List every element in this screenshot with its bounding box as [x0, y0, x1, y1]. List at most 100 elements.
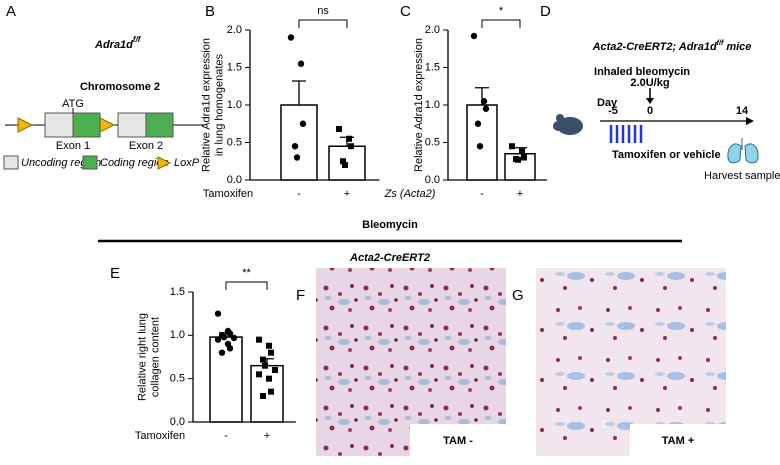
legend-swatch: [157, 156, 172, 170]
title-part: Acta2-CreERT2; Adra1d: [592, 41, 717, 53]
mouse-icon: [553, 114, 583, 135]
genotype: f/f: [133, 35, 142, 44]
panel-letter: E: [110, 265, 120, 282]
data-point: [218, 349, 226, 356]
data-point: [299, 120, 307, 127]
data-point: [260, 356, 266, 363]
coding-region: [72, 112, 101, 138]
section-title: Bleomycin: [362, 219, 418, 231]
x-axis-label: Tamoxifen: [135, 430, 185, 442]
y-axis-label: Relative right lung: [136, 313, 148, 401]
title-sup: f/f: [717, 40, 724, 47]
y-axis-label: in lung homogenates: [213, 53, 225, 156]
significance: *: [499, 5, 504, 17]
data-point: [340, 158, 346, 165]
significance-bracket: [298, 19, 348, 28]
y-axis-label: Relative Adra1d expression: [200, 38, 212, 172]
panel-letter: B: [205, 3, 215, 20]
bar: [280, 104, 318, 181]
data-point: [268, 349, 274, 356]
timeline-title: Acta2-CreERT2; Adra1df/f mice: [592, 40, 752, 53]
image-label: TAM +: [662, 435, 695, 447]
y-tick-label: 0.0: [170, 416, 185, 428]
y-tick-label: 0.5: [170, 373, 185, 385]
legend-swatch: [82, 155, 98, 170]
data-point: [220, 333, 228, 341]
treatment: Inhaled bleomycin: [594, 66, 690, 78]
day-tick: 0: [647, 105, 653, 117]
day-label: Day: [597, 97, 618, 109]
significance-bracket: [225, 281, 268, 290]
data-point: [476, 143, 484, 150]
data-point: [214, 336, 222, 343]
data-point: [482, 105, 490, 112]
data-point: [266, 375, 272, 382]
data-point: [519, 148, 525, 155]
data-point: [474, 120, 482, 127]
panel-letter: F: [296, 287, 305, 304]
y-tick-label: 2.0: [227, 24, 242, 36]
y-tick-label: 2.0: [425, 24, 440, 36]
tamoxifen-label: Tamoxifen or vehicle: [612, 149, 721, 161]
x-tick-label: -: [224, 430, 228, 442]
y-axis-label: collagen content: [149, 317, 161, 397]
panel-letter: G: [512, 287, 524, 304]
y-tick-label: 0.5: [227, 136, 242, 148]
data-point: [268, 388, 274, 395]
data-point: [336, 126, 342, 132]
loxp: [99, 117, 116, 133]
loxp: [17, 117, 34, 133]
data-point: [272, 367, 278, 373]
legend-label: Uncoding region: [21, 157, 101, 169]
legend-swatch: [3, 155, 19, 170]
gene-name: Adra1d: [94, 39, 133, 51]
arrow-head: [746, 117, 754, 125]
start-codon: ATG: [62, 98, 84, 110]
data-point: [256, 336, 262, 343]
data-point: [470, 32, 478, 40]
data-point: [346, 135, 352, 142]
image-label: TAM -: [443, 435, 473, 447]
data-point: [226, 345, 234, 352]
x-tick-label: -: [297, 188, 301, 200]
data-point: [256, 371, 262, 378]
legend-label: Coding region: [100, 157, 169, 169]
data-point: [509, 143, 515, 150]
y-tick-label: 0.0: [425, 174, 440, 186]
data-point: [348, 143, 354, 150]
uncoding-region: [117, 112, 147, 138]
x-axis-label: Tamoxifen: [203, 188, 253, 200]
exon-label: Exon 1: [56, 140, 90, 152]
data-point: [260, 393, 266, 399]
exon-label: Exon 2: [129, 140, 163, 152]
significance: ns: [317, 5, 329, 17]
data-point: [515, 156, 521, 163]
error-bar: [292, 80, 306, 105]
data-point: [291, 143, 299, 150]
title-part: mice: [723, 41, 751, 53]
data-point: [480, 98, 488, 105]
data-point: [521, 154, 527, 161]
x-tick-label: -: [480, 188, 484, 200]
data-point: [262, 362, 268, 369]
arrow-head: [646, 98, 654, 104]
tamoxifen-arrows: [609, 125, 643, 143]
label-box: [630, 424, 726, 456]
bar: [466, 104, 498, 181]
y-tick-label: 1.5: [227, 61, 242, 73]
coding-region: [145, 112, 174, 138]
y-tick-label: 0.5: [425, 136, 440, 148]
uncoding-region: [44, 112, 74, 138]
panel-letter: C: [400, 3, 411, 20]
section-subtitle: Acta2-CreERT2: [349, 252, 430, 264]
day-tick: -5: [608, 105, 618, 117]
x-axis-label: Zs (Acta2): [384, 188, 436, 200]
bar: [250, 364, 284, 423]
x-tick-label: +: [517, 188, 523, 200]
y-tick-label: 1.0: [170, 329, 185, 341]
y-tick-label: 1.0: [425, 99, 440, 111]
chromosome: Chromosome 2: [80, 81, 160, 93]
dose: 2.0U/kg: [630, 77, 669, 89]
data-point: [287, 34, 295, 41]
